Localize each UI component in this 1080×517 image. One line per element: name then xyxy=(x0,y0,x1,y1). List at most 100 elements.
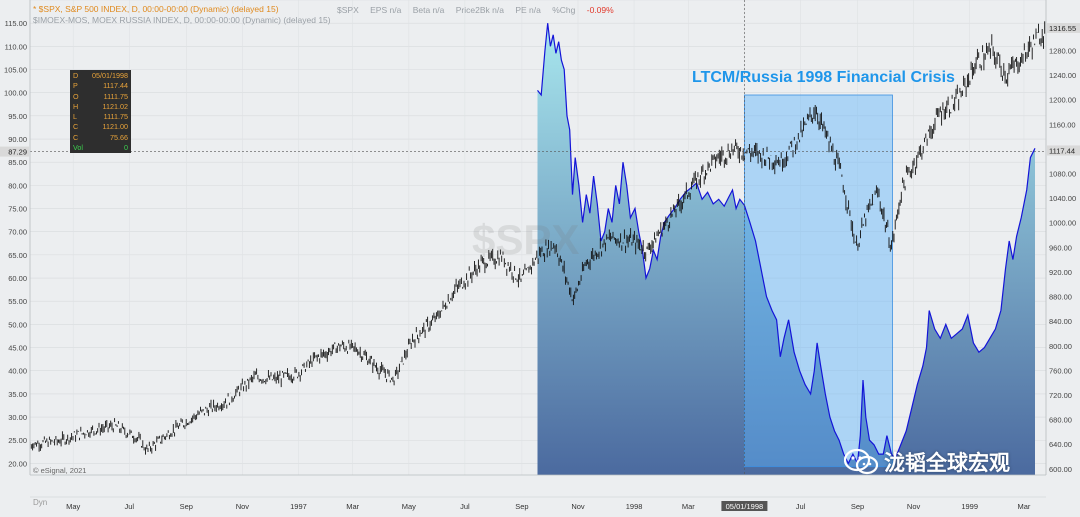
left-tick-label: 20.00 xyxy=(8,459,27,468)
spx-series xyxy=(29,21,1046,455)
stats-bar: $SPX EPS n/a Beta n/a Price2Bk n/a PE n/… xyxy=(337,5,623,15)
ohlc-key: Vol xyxy=(73,143,83,153)
crosshair xyxy=(30,0,1046,475)
left-tick-label: 80.00 xyxy=(8,181,27,190)
ohlc-key: L xyxy=(73,112,77,122)
dynamic-tag[interactable]: Dyn xyxy=(33,498,48,507)
stat-symbol: $SPX xyxy=(337,5,359,15)
right-tick-label: 960.00 xyxy=(1049,243,1072,252)
ohlc-value: 1121.00 xyxy=(102,122,128,132)
left-tick-label: 85.00 xyxy=(8,158,27,167)
left-tick-label: 115.00 xyxy=(5,19,27,28)
left-tick-label: 90.00 xyxy=(8,135,27,144)
x-axis-bg xyxy=(0,475,1080,512)
right-axis-bg xyxy=(1046,0,1080,512)
ohlc-value: 1111.75 xyxy=(103,91,128,101)
ohlc-row-price: P 1117.44 xyxy=(73,81,128,91)
brand-text: 泷韬全球宏观 xyxy=(884,452,1010,475)
ohlc-row-open: O 1111.75 xyxy=(73,92,128,102)
left-tick-label: 50.00 xyxy=(8,320,27,329)
x-highlight-bg xyxy=(721,501,768,511)
right-tick-label: 680.00 xyxy=(1049,416,1072,425)
x-tick-label: Nov xyxy=(236,502,250,511)
x-tick-label: Mar xyxy=(346,502,359,511)
moex-line xyxy=(537,23,1036,466)
x-tick-label: 1998 xyxy=(626,502,643,511)
ohlc-key: H xyxy=(73,101,79,111)
symbol-watermark: $SPX xyxy=(472,216,580,263)
right-marker-label: 1117.44 xyxy=(1049,146,1075,155)
left-tick-label: 60.00 xyxy=(8,274,27,283)
right-tick-label: 1240.00 xyxy=(1049,71,1076,80)
moex-area xyxy=(537,23,1035,475)
left-tick-label: 55.00 xyxy=(8,297,27,306)
stat-eps: EPS n/a xyxy=(370,5,402,15)
right-tick-label: 760.00 xyxy=(1049,366,1072,375)
x-axis: May Jul Sep Nov 1997 Mar May Jul Sep Nov 1998 Mar 05… xyxy=(0,474,1080,512)
left-marker-label: 87.29 xyxy=(8,148,27,157)
x-tick-label: Nov xyxy=(571,502,585,511)
ohlc-row-date: D 05/01/1998 xyxy=(73,71,128,81)
x-tick-label: Mar xyxy=(1017,502,1030,511)
right-tick-label: 720.00 xyxy=(1049,391,1072,400)
stat-beta: Beta n/a xyxy=(412,5,445,15)
right-marker-bg xyxy=(1047,145,1080,156)
x-tick-label: 1997 xyxy=(290,502,307,511)
right-tick-label: 1280.00 xyxy=(1049,46,1076,55)
left-axis: 20.00 25.00 30.00 35.00 40.00 45.00 50.00 55.00… xyxy=(0,0,31,475)
brand-watermark: 泷韬全球宏观 xyxy=(844,447,1010,477)
ohlc-value: 75.66 xyxy=(110,132,128,142)
ohlc-row-compare: C 75.66 xyxy=(73,133,128,143)
right-tick-label: 840.00 xyxy=(1049,317,1072,326)
ohlc-value: 05/01/1998 xyxy=(92,71,128,80)
left-tick-label: 100.00 xyxy=(4,89,27,98)
left-tick-label: 35.00 xyxy=(8,390,27,399)
ohlc-row-low: L 1111.75 xyxy=(73,112,128,122)
left-tick-label: 45.00 xyxy=(8,344,27,353)
ohlc-value: 0 xyxy=(124,143,128,153)
moex-series xyxy=(537,23,1036,466)
left-marker-bg xyxy=(0,146,29,157)
left-tick-label: 110.00 xyxy=(5,42,27,51)
header-primary: * $SPX, S&P 500 INDEX, D, 00:00-00:00 (D… xyxy=(33,4,279,14)
x-tick-label-active: 05/01/1998 xyxy=(726,502,764,511)
right-tick-label: 1080.00 xyxy=(1049,170,1076,179)
right-tick-label: 640.00 xyxy=(1049,440,1072,449)
header-secondary: $IMOEX-MOS, MOEX RUSSIA INDEX, D, 00:00-… xyxy=(33,15,331,25)
ohlc-key: D xyxy=(73,71,79,80)
crisis-region xyxy=(744,94,893,468)
chart-title: LTCM/Russia 1998 Financial Crisis xyxy=(692,69,955,86)
ohlc-key: O xyxy=(73,91,79,101)
x-tick-label: Nov xyxy=(907,502,921,511)
ohlc-row-close: C 1121.00 xyxy=(73,122,128,132)
left-tick-label: 105.00 xyxy=(4,66,27,75)
x-tick-label: Jul xyxy=(125,502,135,511)
left-tick-label: 95.00 xyxy=(8,112,27,121)
x-tick-label: Sep xyxy=(515,502,528,511)
left-tick-label: 65.00 xyxy=(8,251,27,260)
ohlc-row-volume: Vol 0 xyxy=(73,143,128,153)
x-tick-label: Jul xyxy=(796,502,806,511)
right-marker-bg xyxy=(1047,22,1080,33)
left-axis-bg xyxy=(0,0,30,475)
x-tick-label: Sep xyxy=(180,502,193,511)
right-tick-label: 600.00 xyxy=(1049,465,1072,474)
right-tick-label: 1000.00 xyxy=(1049,219,1076,228)
x-tick-label: Jul xyxy=(460,502,470,511)
right-tick-label: 880.00 xyxy=(1049,293,1072,302)
x-tick-label: May xyxy=(402,502,416,511)
stat-chg-label: %Chg xyxy=(552,5,576,15)
crisis-box xyxy=(744,94,893,468)
right-marker-label: 1316.55 xyxy=(1049,24,1076,33)
moex-area-fill xyxy=(537,23,1035,475)
wechat-icon xyxy=(844,448,878,475)
x-tick-label: Mar xyxy=(682,502,695,511)
stat-pe: PE n/a xyxy=(515,5,541,15)
right-tick-label: 1200.00 xyxy=(1049,96,1076,105)
right-tick-label: 920.00 xyxy=(1049,268,1072,277)
x-tick-label: Sep xyxy=(851,502,864,511)
ohlc-key: P xyxy=(73,81,78,91)
ohlc-value: 1117.44 xyxy=(103,81,128,91)
stat-chg-value: -0.09% xyxy=(586,5,614,15)
